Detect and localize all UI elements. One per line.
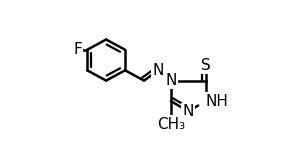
Text: N: N xyxy=(183,104,194,119)
Text: NH: NH xyxy=(206,94,229,109)
Text: CH₃: CH₃ xyxy=(157,117,185,131)
Text: F: F xyxy=(73,42,82,57)
Text: N: N xyxy=(152,63,164,78)
Text: N: N xyxy=(165,73,177,88)
Text: S: S xyxy=(201,58,210,73)
